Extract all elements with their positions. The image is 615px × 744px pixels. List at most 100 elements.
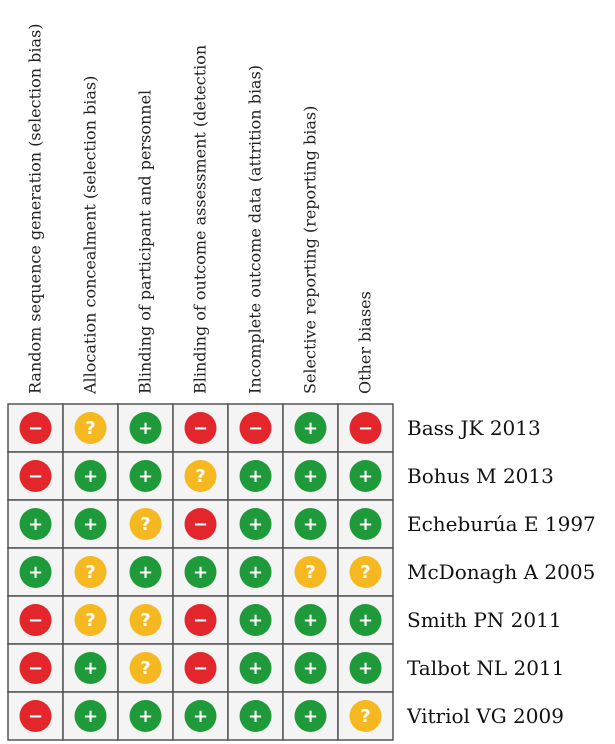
unclear-risk-icon <box>129 508 162 540</box>
unclear-risk-icon <box>74 556 107 588</box>
rating-symbol: + <box>248 562 263 583</box>
rating-cell: + <box>337 643 394 693</box>
study-label: Vitriol VG 2009 <box>406 704 564 728</box>
rating-cell: − <box>7 451 64 501</box>
low-risk-icon <box>239 508 272 540</box>
rating-cell: + <box>282 691 339 741</box>
rating-cell: − <box>172 643 229 693</box>
low-risk-icon <box>239 604 272 636</box>
rating-cell: + <box>172 691 229 741</box>
study-label: McDonagh A 2005 <box>407 560 595 584</box>
rating-symbol: + <box>248 706 263 727</box>
low-risk-icon <box>294 604 327 636</box>
unclear-risk-icon <box>74 412 107 444</box>
rating-cell: ? <box>282 547 339 597</box>
rating-symbol: + <box>303 514 318 535</box>
rating-symbol: + <box>28 514 43 535</box>
rating-symbol: + <box>358 658 373 679</box>
row-labels: Bass JK 2013 Bohus M 2013 Echeburúa E 1997… <box>406 416 596 728</box>
rating-symbol: + <box>358 514 373 535</box>
rating-symbol: ? <box>360 706 370 727</box>
low-risk-icon <box>294 508 327 540</box>
column-label: Blinding of participant and personnel <box>136 90 155 394</box>
rating-symbol: + <box>248 514 263 535</box>
rating-cell: + <box>117 403 174 453</box>
rating-symbol: ? <box>140 610 150 631</box>
rating-cell: + <box>62 499 119 549</box>
unclear-risk-icon <box>129 652 162 684</box>
rating-symbol: − <box>28 706 43 727</box>
rating-cell: − <box>7 403 64 453</box>
rating-symbol: + <box>303 610 318 631</box>
low-risk-icon <box>294 652 327 684</box>
rating-symbol: − <box>28 466 43 487</box>
rating-cell: + <box>227 499 284 549</box>
rating-cell: + <box>117 451 174 501</box>
high-risk-icon <box>19 700 52 732</box>
unclear-risk-icon <box>349 556 382 588</box>
rating-symbol: + <box>248 466 263 487</box>
rating-symbol: + <box>28 562 43 583</box>
rating-cell: + <box>117 547 174 597</box>
study-label: Bohus M 2013 <box>407 464 554 488</box>
low-risk-icon <box>74 652 107 684</box>
rating-symbol: − <box>193 610 208 631</box>
high-risk-icon <box>19 460 52 492</box>
low-risk-icon <box>74 508 107 540</box>
high-risk-icon <box>349 412 382 444</box>
low-risk-icon <box>349 460 382 492</box>
low-risk-icon <box>294 412 327 444</box>
rating-cell: + <box>282 499 339 549</box>
high-risk-icon <box>184 508 217 540</box>
unclear-risk-icon <box>294 556 327 588</box>
unclear-risk-icon <box>129 604 162 636</box>
rating-symbol: − <box>193 418 208 439</box>
rating-cell: + <box>227 451 284 501</box>
rating-cell: + <box>7 499 64 549</box>
unclear-risk-icon <box>349 700 382 732</box>
rating-cell: + <box>227 547 284 597</box>
low-risk-icon <box>74 460 107 492</box>
rating-symbol: ? <box>85 418 95 439</box>
rating-symbol: − <box>28 610 43 631</box>
column-label: Blinding of outcome assessment (detectio… <box>191 45 210 394</box>
rating-symbol: − <box>193 514 208 535</box>
rating-cell: − <box>7 643 64 693</box>
column-labels: Random sequence generation (selection bi… <box>26 23 375 395</box>
column-label: Random sequence generation (selection bi… <box>26 23 45 394</box>
rating-symbol: + <box>303 706 318 727</box>
rating-symbol: + <box>138 418 153 439</box>
rating-cell: + <box>282 595 339 645</box>
rating-cell: + <box>337 595 394 645</box>
rating-cell: ? <box>62 547 119 597</box>
rating-cell: + <box>282 451 339 501</box>
rating-cell: + <box>227 595 284 645</box>
rating-cell: + <box>7 547 64 597</box>
rating-cell: + <box>62 691 119 741</box>
rating-cell: ? <box>117 595 174 645</box>
rating-cell: + <box>62 451 119 501</box>
rating-cell: − <box>172 595 229 645</box>
rating-symbol: − <box>193 658 208 679</box>
low-risk-icon <box>239 652 272 684</box>
low-risk-icon <box>129 700 162 732</box>
rating-symbol: + <box>358 466 373 487</box>
rating-symbol: + <box>138 562 153 583</box>
rating-cell: ? <box>62 403 119 453</box>
rating-symbol: ? <box>195 466 205 487</box>
rating-cell: + <box>172 547 229 597</box>
rating-symbol: + <box>248 658 263 679</box>
rating-symbol: ? <box>85 610 95 631</box>
rating-symbol: + <box>248 610 263 631</box>
rating-cell: − <box>7 595 64 645</box>
rating-cell: + <box>337 451 394 501</box>
rating-cell: ? <box>172 451 229 501</box>
high-risk-icon <box>19 652 52 684</box>
rating-cell: + <box>282 403 339 453</box>
low-risk-icon <box>349 508 382 540</box>
column-label: Other biases <box>356 291 375 394</box>
high-risk-icon <box>19 604 52 636</box>
low-risk-icon <box>184 700 217 732</box>
unclear-risk-icon <box>184 460 217 492</box>
study-label: Smith PN 2011 <box>407 608 562 632</box>
